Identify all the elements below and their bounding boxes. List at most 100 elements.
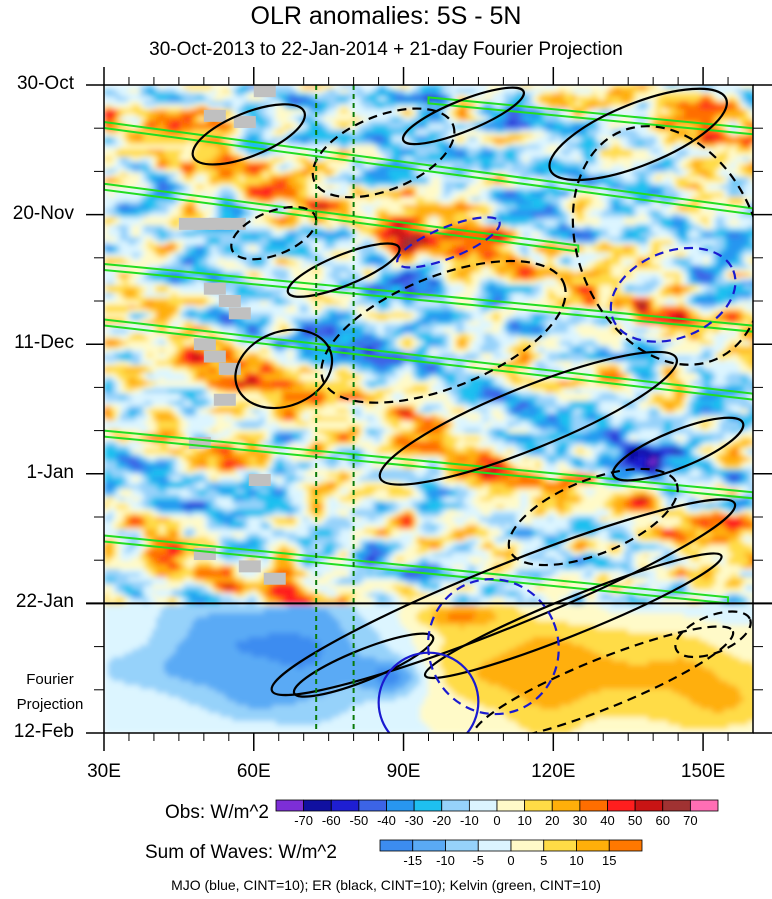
er-contour [270, 498, 737, 697]
waves-colorbar-swatch [412, 839, 446, 852]
obs-colorbar-swatch [551, 799, 581, 812]
missing-data-block [238, 560, 261, 573]
obs-colorbar-tick-label: -60 [316, 813, 346, 828]
missing-data-block [253, 85, 276, 98]
waves-colorbar-swatch [543, 839, 577, 852]
obs-colorbar-swatch [496, 799, 526, 812]
chart-subtitle: 30-Oct-2013 to 22-Jan-2014 + 21-day Four… [0, 37, 772, 63]
waves-colorbar-tick-label: 15 [594, 853, 624, 868]
y-tick-label: 22-Jan [0, 591, 74, 613]
obs-colorbar-swatch [413, 799, 443, 812]
kelvin-contour [104, 318, 753, 401]
waves-colorbar-swatch [608, 839, 643, 852]
axes-frame [86, 67, 772, 751]
kelvin-contour [104, 262, 753, 333]
y-tick-label: 12-Feb [0, 721, 74, 743]
missing-data-block [193, 338, 216, 351]
obs-colorbar-swatch [275, 799, 305, 812]
obs-colorbar-swatch [468, 799, 498, 812]
er-contour [571, 125, 753, 366]
obs-colorbar-swatch [330, 799, 360, 812]
missing-data-block [203, 350, 226, 363]
mjo-contour [396, 216, 501, 269]
obs-colorbar-swatch [524, 799, 553, 812]
missing-data-block [203, 282, 226, 295]
kelvin-contour [104, 429, 753, 500]
er-contour [286, 242, 401, 298]
waves-colorbar-tick-label: 0 [496, 853, 526, 868]
obs-colorbar-title: Obs: W/m^2 [165, 802, 269, 824]
y-tick-label: 1-Jan [0, 462, 74, 484]
x-tick-label: 30E [64, 761, 144, 783]
waves-colorbar-tick-label: -15 [398, 853, 428, 868]
missing-data-block [223, 217, 246, 230]
er-contour [674, 610, 752, 659]
missing-data-block [203, 109, 226, 122]
obs-colorbar-swatch [358, 799, 387, 812]
missing-data-layer [178, 85, 286, 585]
obs-colorbar-tick-label: 50 [620, 813, 650, 828]
waves-colorbar-swatch [379, 839, 414, 852]
x-tick-label: 120E [513, 761, 593, 783]
obs-colorbar-tick-label: 20 [537, 813, 567, 828]
x-tick-label: 90E [364, 761, 444, 783]
obs-colorbar-swatch [689, 799, 719, 812]
obs-colorbar-tick-label: 60 [648, 813, 678, 828]
obs-colorbar-swatch [441, 799, 470, 812]
waves-colorbar-swatch [576, 839, 610, 852]
obs-colorbar-swatch [579, 799, 608, 812]
obs-colorbar-swatch [386, 799, 415, 812]
er-contour [234, 328, 334, 410]
obs-colorbar-tick-label: -30 [399, 813, 429, 828]
missing-data-block [218, 295, 241, 307]
obs-colorbar-tick-label: -10 [454, 813, 484, 828]
projection-label-line2: Projection [0, 694, 100, 715]
obs-colorbar-tick-label: 40 [593, 813, 623, 828]
kelvin-contour [104, 182, 580, 253]
waves-colorbar-swatch [477, 839, 512, 852]
obs-colorbar-tick-label: -20 [427, 813, 457, 828]
anomaly-field [104, 85, 753, 733]
obs-colorbar-tick-label: -50 [344, 813, 374, 828]
er-contour [401, 86, 525, 146]
chart-title: OLR anomalies: 5S - 5N [0, 0, 772, 32]
missing-data-block [213, 393, 236, 406]
y-tick-label: 20-Nov [0, 203, 74, 225]
er-contour [292, 632, 435, 698]
missing-data-block [263, 572, 286, 585]
projection-label-line1: Fourier [0, 669, 100, 690]
er-contour [507, 467, 679, 567]
waves-colorbar-swatch [510, 839, 545, 852]
er-contour [311, 107, 456, 199]
er-contour [611, 416, 745, 482]
y-tick-label: 30-Oct [0, 73, 74, 95]
obs-colorbar-tick-label: -40 [372, 813, 402, 828]
obs-colorbar-swatch [303, 799, 332, 812]
obs-colorbar-swatch [607, 799, 636, 812]
obs-colorbar-swatch [634, 799, 664, 812]
er-contour [320, 259, 567, 404]
obs-colorbar-swatch [662, 799, 691, 812]
er-contour [230, 205, 318, 261]
y-tick-label: 11-Dec [0, 332, 74, 354]
mjo-contour [609, 246, 737, 343]
waves-colorbar-swatch [445, 839, 479, 852]
waves-colorbar-tick-label: -5 [463, 853, 493, 868]
x-tick-label: 150E [663, 761, 743, 783]
obs-colorbar-tick-label: 70 [675, 813, 705, 828]
er-contour [548, 87, 728, 182]
er-contour [191, 103, 307, 166]
er-contour [423, 552, 723, 680]
waves-colorbar-title: Sum of Waves: W/m^2 [145, 842, 337, 864]
contour-legend: MJO (blue, CINT=10); ER (black, CINT=10)… [0, 877, 772, 893]
kelvin-contour [104, 121, 753, 216]
obs-colorbar-tick-label: 10 [510, 813, 540, 828]
er-contour [472, 625, 735, 733]
obs-colorbar-tick-label: 30 [565, 813, 595, 828]
field-grid [104, 85, 753, 733]
colorbars [275, 799, 719, 852]
obs-colorbar-tick-label: 0 [482, 813, 512, 828]
er-contour [378, 350, 679, 486]
mjo-contour [377, 651, 480, 733]
